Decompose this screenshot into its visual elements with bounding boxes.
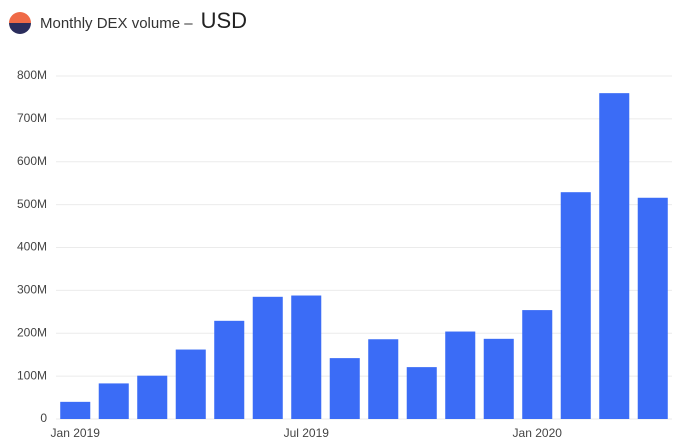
bar xyxy=(214,320,245,419)
bar xyxy=(599,93,630,420)
bar xyxy=(98,383,129,419)
x-tick-label: Jan 2020 xyxy=(513,426,563,440)
bar xyxy=(137,375,168,419)
y-tick-label: 0 xyxy=(40,411,47,425)
y-tick-label: 500M xyxy=(17,197,47,211)
x-tick-label: Jul 2019 xyxy=(284,426,330,440)
bar xyxy=(329,358,360,419)
y-tick-label: 200M xyxy=(17,325,47,339)
bar xyxy=(522,310,553,419)
y-tick-label: 600M xyxy=(17,154,47,168)
y-tick-label: 800M xyxy=(17,68,47,82)
title-icon xyxy=(9,12,31,34)
bar xyxy=(560,192,591,419)
bar xyxy=(368,339,399,419)
bar xyxy=(445,331,476,419)
bar xyxy=(291,295,322,419)
y-tick-label: 700M xyxy=(17,111,47,125)
x-tick-label: Jan 2019 xyxy=(51,426,101,440)
y-tick-label: 300M xyxy=(17,283,47,297)
bar xyxy=(60,401,91,419)
bar xyxy=(252,296,283,419)
chart-title: Monthly DEX volume – xyxy=(40,15,193,32)
y-tick-label: 100M xyxy=(17,368,47,382)
chart-unit: USD xyxy=(201,8,247,33)
bar xyxy=(483,338,514,419)
bar xyxy=(406,367,437,419)
y-tick-label: 400M xyxy=(17,240,47,254)
bar xyxy=(637,197,668,419)
bar xyxy=(175,349,206,419)
